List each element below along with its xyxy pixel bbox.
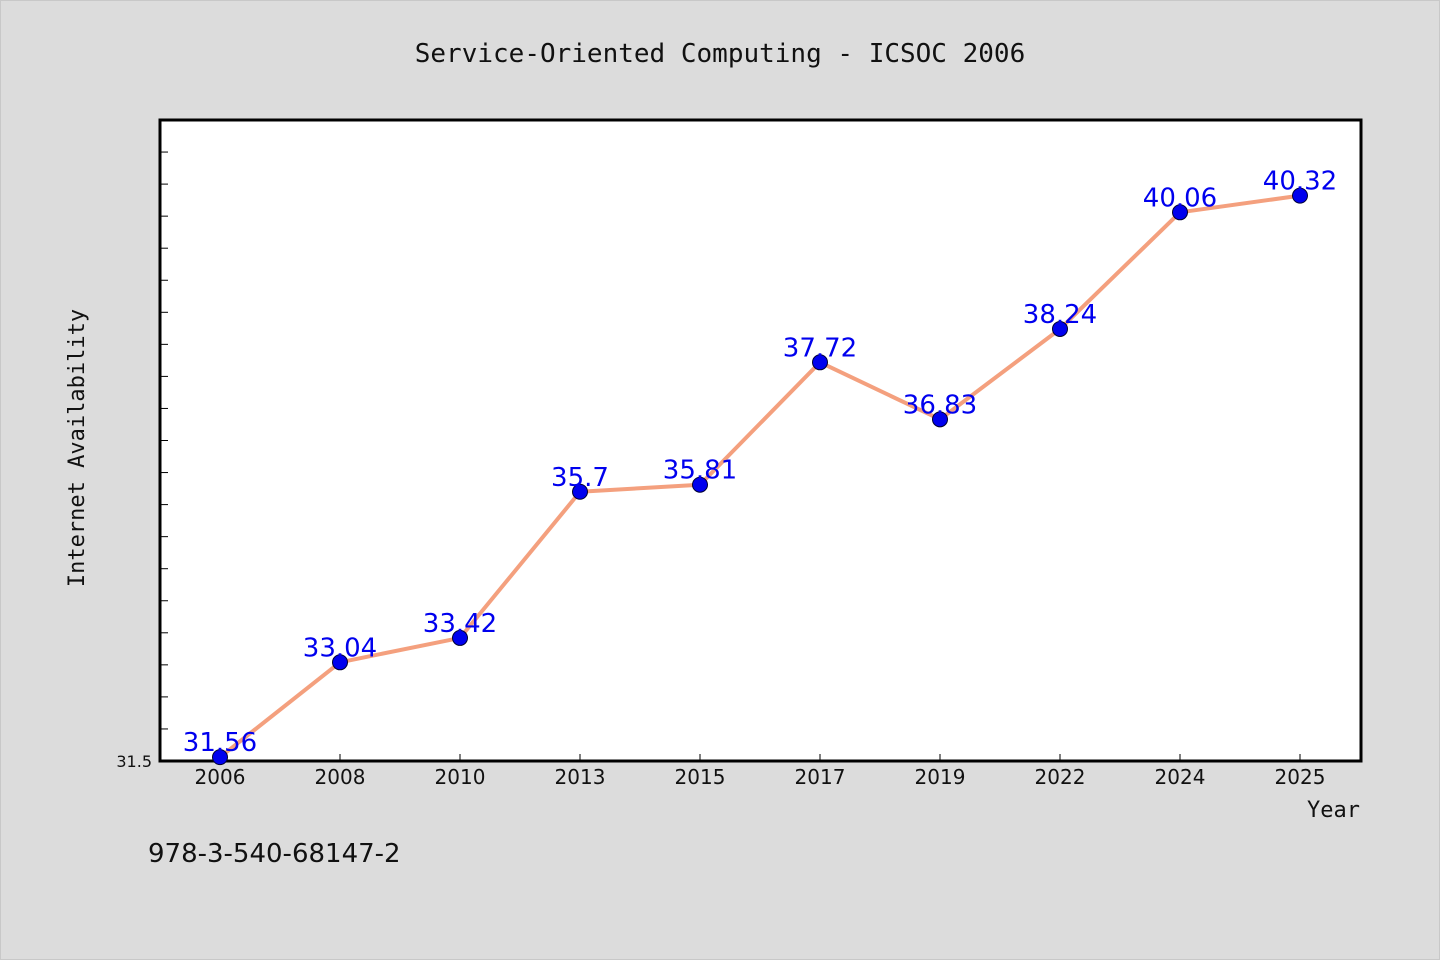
data-point [572, 483, 588, 500]
data-point [812, 354, 828, 371]
data-label: 35.81 [663, 456, 737, 486]
x-tick-label: 2025 [1275, 765, 1326, 789]
data-label: 33.42 [423, 609, 497, 639]
data-point [1172, 204, 1188, 221]
x-ticks: 2006 2008 2010 2013 2015 2017 2019 2022 2024 2025 [195, 754, 1326, 789]
data-point [1292, 187, 1308, 204]
series-layer [212, 187, 1308, 766]
data-point [452, 629, 468, 646]
data-label: 40.06 [1143, 183, 1217, 213]
label-layer: 31.56 33.04 33.42 35.7 35.81 37.72 36.83 38.24 4… [183, 167, 1337, 759]
x-tick-label: 2015 [675, 765, 726, 789]
chart-title: Service-Oriented Computing - ICSOC 2006 [415, 39, 1025, 69]
data-label: 37.72 [783, 333, 857, 363]
x-tick-label: 2010 [435, 765, 486, 789]
x-tick-label: 2017 [795, 765, 846, 789]
x-axis-label: Year [1307, 798, 1360, 823]
data-label: 35.7 [551, 463, 609, 493]
data-label: 38.24 [1023, 300, 1097, 330]
x-tick-label: 2022 [1035, 765, 1086, 789]
x-tick-label: 2024 [1155, 765, 1206, 789]
series-line [218, 193, 1302, 760]
data-point [332, 654, 348, 671]
data-point [932, 411, 948, 428]
plot-area [158, 118, 1363, 763]
x-tick-label: 2006 [195, 765, 246, 789]
data-label: 33.04 [303, 633, 377, 663]
footnote-isbn: 978-3-540-68147-2 [148, 839, 401, 869]
x-tick-label: 2013 [555, 765, 606, 789]
data-label: 40.32 [1263, 167, 1337, 197]
y-tick-label: 31.5 [116, 752, 152, 771]
y-minor-ticks [160, 151, 168, 730]
data-point [692, 476, 708, 493]
data-label: 31.56 [183, 728, 257, 758]
y-axis-label: Internet Availability [65, 309, 90, 587]
data-label: 36.83 [903, 390, 977, 420]
x-tick-label: 2008 [315, 765, 366, 789]
x-tick-label: 2019 [915, 765, 966, 789]
data-point [212, 749, 228, 766]
data-point [1052, 320, 1068, 337]
